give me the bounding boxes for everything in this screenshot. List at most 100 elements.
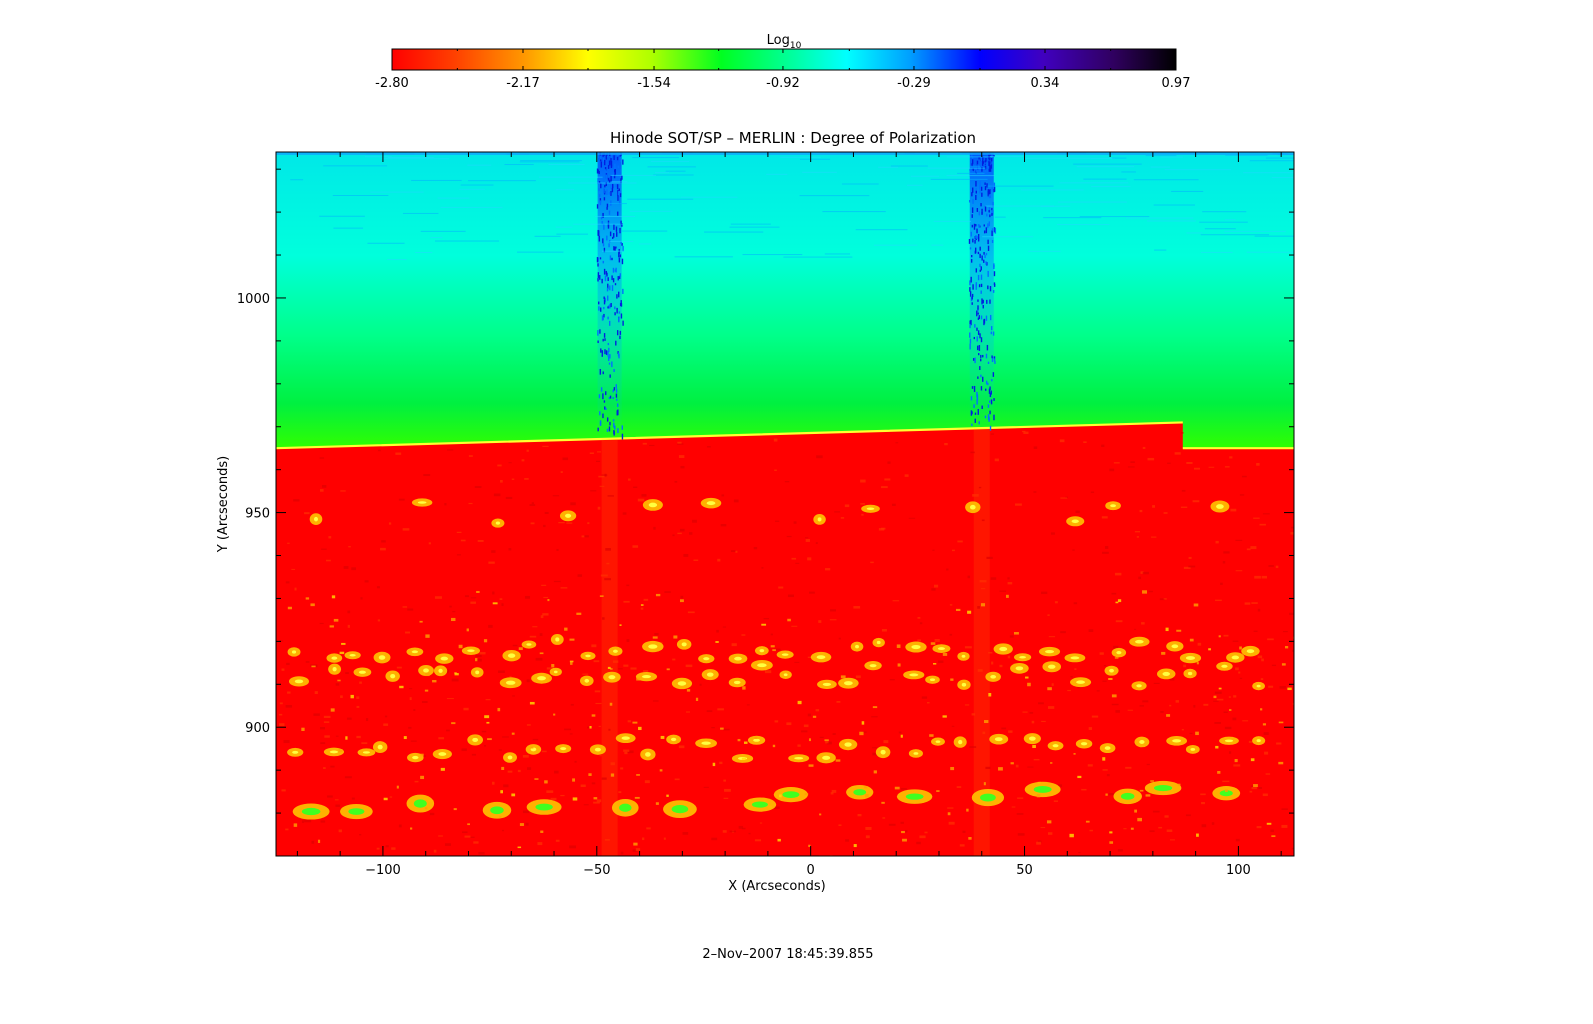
polarization-patch xyxy=(701,741,711,745)
streak-speck xyxy=(980,186,983,191)
streak-speck xyxy=(980,354,982,358)
disk-texture-speck xyxy=(1251,602,1258,604)
disk-texture-speck xyxy=(934,638,940,642)
polarization-speck xyxy=(403,736,407,740)
sky-noise-line xyxy=(467,180,536,182)
disk-texture-speck xyxy=(774,720,779,723)
streak-speck xyxy=(597,160,599,164)
disk-texture xyxy=(278,430,1294,856)
disk-texture-speck xyxy=(351,567,357,571)
polarization-speck xyxy=(293,823,298,827)
disk-texture-speck xyxy=(900,788,907,790)
disk-texture-speck xyxy=(612,660,619,663)
streak-speck xyxy=(603,400,606,403)
disk-texture-speck xyxy=(994,458,999,462)
disk-texture-speck xyxy=(542,613,549,616)
polarization-speck xyxy=(310,603,315,607)
disk-texture-speck xyxy=(541,584,547,586)
disk-texture-speck xyxy=(610,762,615,766)
streak-speck xyxy=(971,187,974,193)
polarization-patch xyxy=(535,803,553,811)
streak-speck xyxy=(974,250,977,254)
disk-texture-speck xyxy=(438,835,443,837)
streak-speck xyxy=(977,317,980,320)
sky-noise-line xyxy=(629,210,673,212)
disk-texture-speck xyxy=(919,835,926,839)
disk-texture-speck xyxy=(1276,742,1282,745)
polarization-speck xyxy=(399,685,404,689)
disk-texture-speck xyxy=(836,701,841,703)
disk-texture-speck xyxy=(1158,826,1163,829)
streak-speck xyxy=(991,228,994,231)
polarization-speck xyxy=(1102,757,1106,761)
disk-texture-speck xyxy=(566,522,573,524)
streak-speck xyxy=(988,162,990,166)
sky-noise-line xyxy=(1154,249,1167,251)
polarization-speck xyxy=(808,738,812,742)
polarization-patch xyxy=(1110,504,1116,508)
disk-texture-speck xyxy=(1268,565,1274,567)
disk-texture-speck xyxy=(1059,439,1065,443)
disk-texture-speck xyxy=(990,577,997,580)
streak-speck xyxy=(618,257,621,263)
polarization-patch xyxy=(1029,736,1036,741)
streak-speck xyxy=(993,283,996,287)
streak-speck xyxy=(600,161,603,168)
disk-texture-speck xyxy=(831,789,837,793)
streak-speck xyxy=(606,235,608,241)
streak-speck xyxy=(986,163,988,166)
streak-speck xyxy=(615,267,617,273)
streak-speck xyxy=(975,268,978,273)
polarization-speck xyxy=(511,732,515,735)
streak-speck xyxy=(614,425,616,430)
streak-speck xyxy=(988,388,991,394)
streak-speck xyxy=(615,226,618,232)
disk-texture-speck xyxy=(429,812,435,816)
disk-texture-speck xyxy=(1117,849,1123,852)
disk-texture-speck xyxy=(540,615,544,619)
streak-speck xyxy=(989,165,992,172)
disk-texture-speck xyxy=(1167,462,1171,464)
sky-noise-line xyxy=(1021,189,1084,191)
polarization-patch xyxy=(1187,671,1193,676)
disk-texture-speck xyxy=(1070,676,1073,678)
disk-texture-speck xyxy=(933,584,939,588)
streak-speck xyxy=(608,305,610,309)
limb-edge xyxy=(276,421,1294,450)
disk-texture-speck xyxy=(1169,704,1172,707)
disk-texture-speck xyxy=(900,821,904,824)
sky-noise-line xyxy=(994,216,1006,218)
streak-speck xyxy=(612,236,614,239)
streak-speck xyxy=(599,200,602,206)
polarization-patch xyxy=(1162,671,1170,676)
sky-noise-line xyxy=(1288,212,1294,214)
disk-texture-speck xyxy=(325,559,331,562)
sky-noise-line xyxy=(665,170,686,172)
disk-texture-speck xyxy=(543,524,546,528)
disk-texture-speck xyxy=(1290,532,1294,535)
colorbar-tick-label: -2.80 xyxy=(375,76,409,91)
polarization-patch xyxy=(1070,656,1080,660)
disk-texture-speck xyxy=(1224,466,1230,468)
sky-noise-line xyxy=(556,233,588,235)
disk-texture-speck xyxy=(746,704,750,706)
streak-speck xyxy=(622,288,624,294)
disk-texture-speck xyxy=(860,503,865,505)
disk-texture-speck xyxy=(530,522,535,525)
streak-speck xyxy=(991,357,994,363)
polarization-speck xyxy=(929,734,934,737)
polarization-speck xyxy=(1108,678,1113,680)
disk-texture-speck xyxy=(1115,620,1123,623)
sky-noise-line xyxy=(799,195,870,197)
streak-speck xyxy=(982,299,984,304)
disk-texture-speck xyxy=(1047,706,1055,709)
disk-texture-speck xyxy=(281,668,285,671)
streak-speck xyxy=(621,223,623,227)
disk-texture-speck xyxy=(1073,602,1078,605)
disk-texture-speck xyxy=(1188,565,1196,568)
disk-texture-speck xyxy=(508,548,512,551)
disk-texture-speck xyxy=(627,720,632,723)
streak-speck xyxy=(622,159,624,165)
colorbar-ticks: -2.80 -2.17 -1.54 -0.92 -0.29 0.34 0.97 xyxy=(375,49,1190,91)
polarization-patch xyxy=(472,737,479,743)
